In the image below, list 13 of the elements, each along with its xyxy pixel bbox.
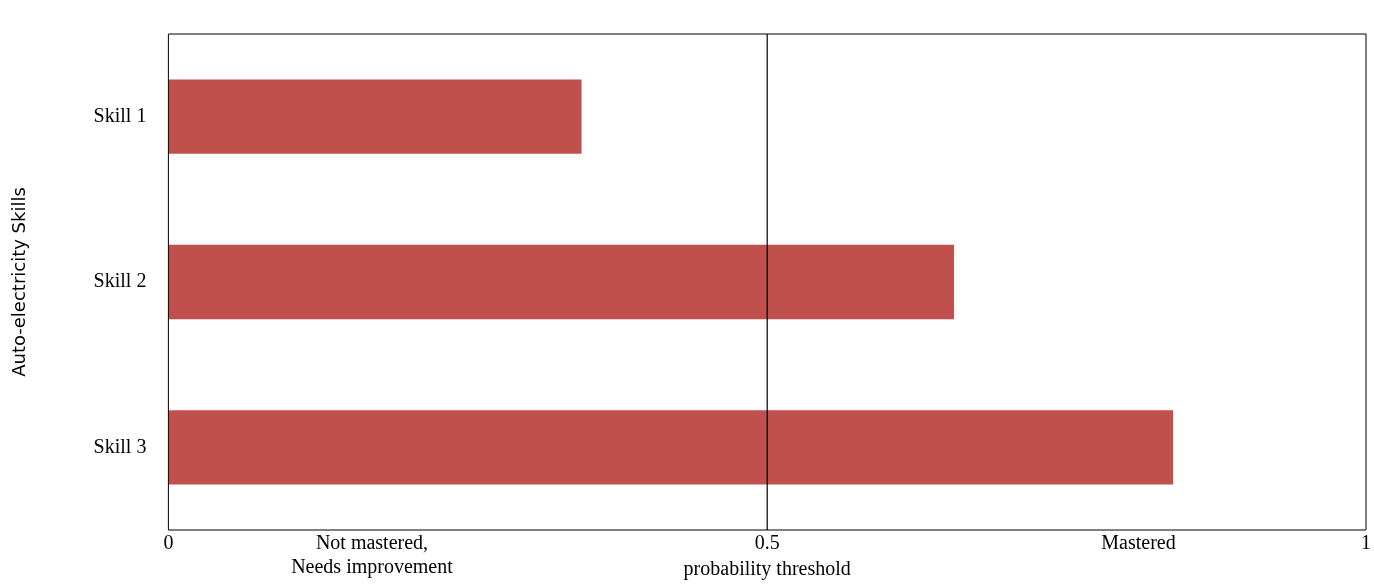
bar [168, 244, 955, 320]
x-tick-label: 1 [1361, 531, 1371, 554]
x-tick-label: Mastered [1101, 531, 1176, 554]
x-tick-label: Not mastered, Needs improvement [291, 531, 454, 579]
x-tick-label: 0.5 [754, 531, 780, 554]
bar [168, 410, 1174, 485]
y-axis-title: Auto-electricity Skills [8, 187, 30, 377]
y-tick-label: Skill 1 [93, 103, 147, 126]
x-tick-label: 0 [163, 531, 174, 554]
bar [168, 79, 582, 154]
ref-line-label: probability threshold [683, 557, 851, 581]
y-tick-label: Skill 2 [93, 269, 147, 292]
y-tick-label: Skill 3 [93, 434, 147, 457]
